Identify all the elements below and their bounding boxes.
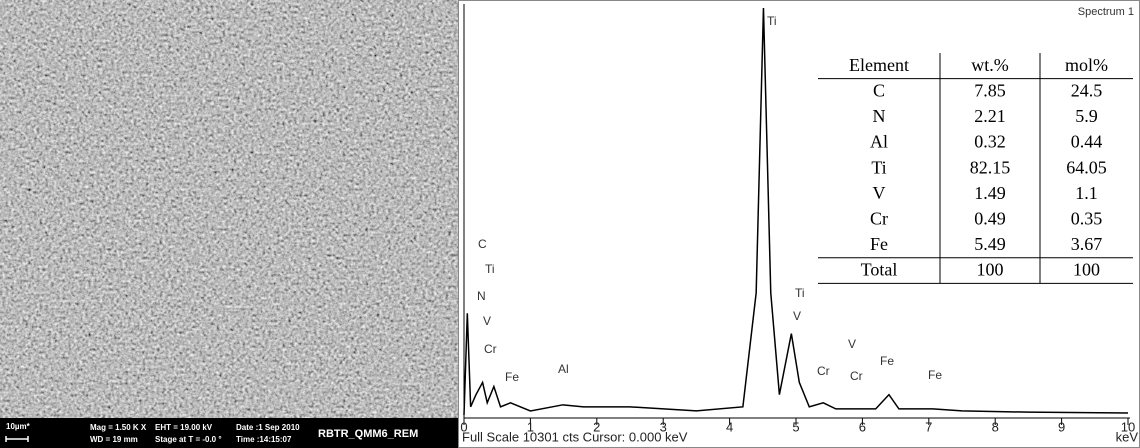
table-cell: 0.49 (974, 209, 1006, 229)
table-cell: 1.1 (1075, 183, 1098, 203)
peak-label: N (477, 289, 486, 303)
peak-label: Cr (850, 369, 863, 383)
table-cell: 82.15 (970, 157, 1011, 177)
table-cell: 2.21 (974, 106, 1006, 126)
stage: Stage at T = -0.0 ° (155, 435, 222, 444)
table-cell: Element (849, 55, 909, 75)
eht: EHT = 19.00 kV (155, 423, 213, 432)
x-tick-label: 5 (792, 419, 799, 434)
table-cell: 5.9 (1075, 106, 1098, 126)
spectrum-footer: Full Scale 10301 cts Cursor: 0.000 keV (462, 429, 688, 444)
peak-label: Fe (505, 370, 519, 384)
peak-label: C (478, 237, 487, 251)
table-cell: 24.5 (1071, 81, 1103, 101)
peak-label: Ti (795, 286, 805, 300)
table-cell: Fe (870, 234, 888, 254)
table-cell: 64.05 (1066, 157, 1107, 177)
x-tick-label: 2 (593, 419, 600, 434)
sem-image (0, 0, 458, 418)
table-cell: mol% (1065, 55, 1108, 75)
table-cell: 0.44 (1071, 132, 1103, 152)
x-tick-label: 9 (1058, 419, 1065, 434)
x-tick-label: 10 (1121, 419, 1135, 434)
peak-label: V (483, 314, 491, 328)
date: Date :1 Sep 2010 (236, 423, 300, 432)
scale-bar-label: 10µm* (6, 422, 31, 431)
wd: WD = 19 mm (90, 435, 138, 444)
x-tick-label: 1 (527, 419, 534, 434)
peak-label: Fe (928, 368, 942, 382)
peak-label: Cr (484, 342, 497, 356)
sample: RBTR_QMM6_REM (318, 428, 418, 440)
peak-label: V (793, 309, 801, 323)
table-cell: 5.49 (974, 234, 1006, 254)
table-cell: Total (861, 260, 898, 280)
table-cell: N (873, 106, 886, 126)
x-tick-label: 3 (660, 419, 667, 434)
table-cell: 0.35 (1071, 209, 1103, 229)
table-cell: 1.49 (974, 183, 1006, 203)
x-tick-label: 7 (925, 419, 932, 434)
table-bg (818, 53, 1133, 286)
table-cell: Ti (871, 157, 886, 177)
table-cell: 100 (1073, 260, 1100, 280)
time: Time :14:15:07 (236, 435, 292, 444)
x-tick-label: 4 (726, 419, 733, 434)
table-cell: C (873, 81, 885, 101)
sem-info-bar (0, 418, 458, 448)
table-cell: 100 (977, 260, 1004, 280)
table-cell: V (873, 183, 886, 203)
x-tick-label: 6 (859, 419, 866, 434)
table-cell: Al (870, 132, 888, 152)
table-cell: 0.32 (974, 132, 1006, 152)
spectrum-line (463, 7, 1129, 416)
mag: Mag = 1.50 K X (90, 423, 147, 432)
x-unit: keV (1116, 429, 1139, 444)
peak-label: Cr (817, 364, 830, 378)
x-tick-label: 0 (460, 419, 467, 434)
peak-label: Al (558, 362, 569, 376)
spectrum-title: Spectrum 1 (1078, 6, 1134, 18)
table-cell: 3.67 (1071, 234, 1103, 254)
peak-label: Ti (767, 14, 777, 28)
peak-label: V (848, 337, 856, 351)
peak-label: Ti (485, 262, 495, 276)
table-cell: 7.85 (974, 81, 1006, 101)
scale-bar (5, 436, 29, 442)
table-cell: Cr (870, 209, 888, 229)
peak-label: Fe (880, 354, 894, 368)
x-tick-label: 8 (992, 419, 999, 434)
table-cell: wt.% (971, 55, 1009, 75)
